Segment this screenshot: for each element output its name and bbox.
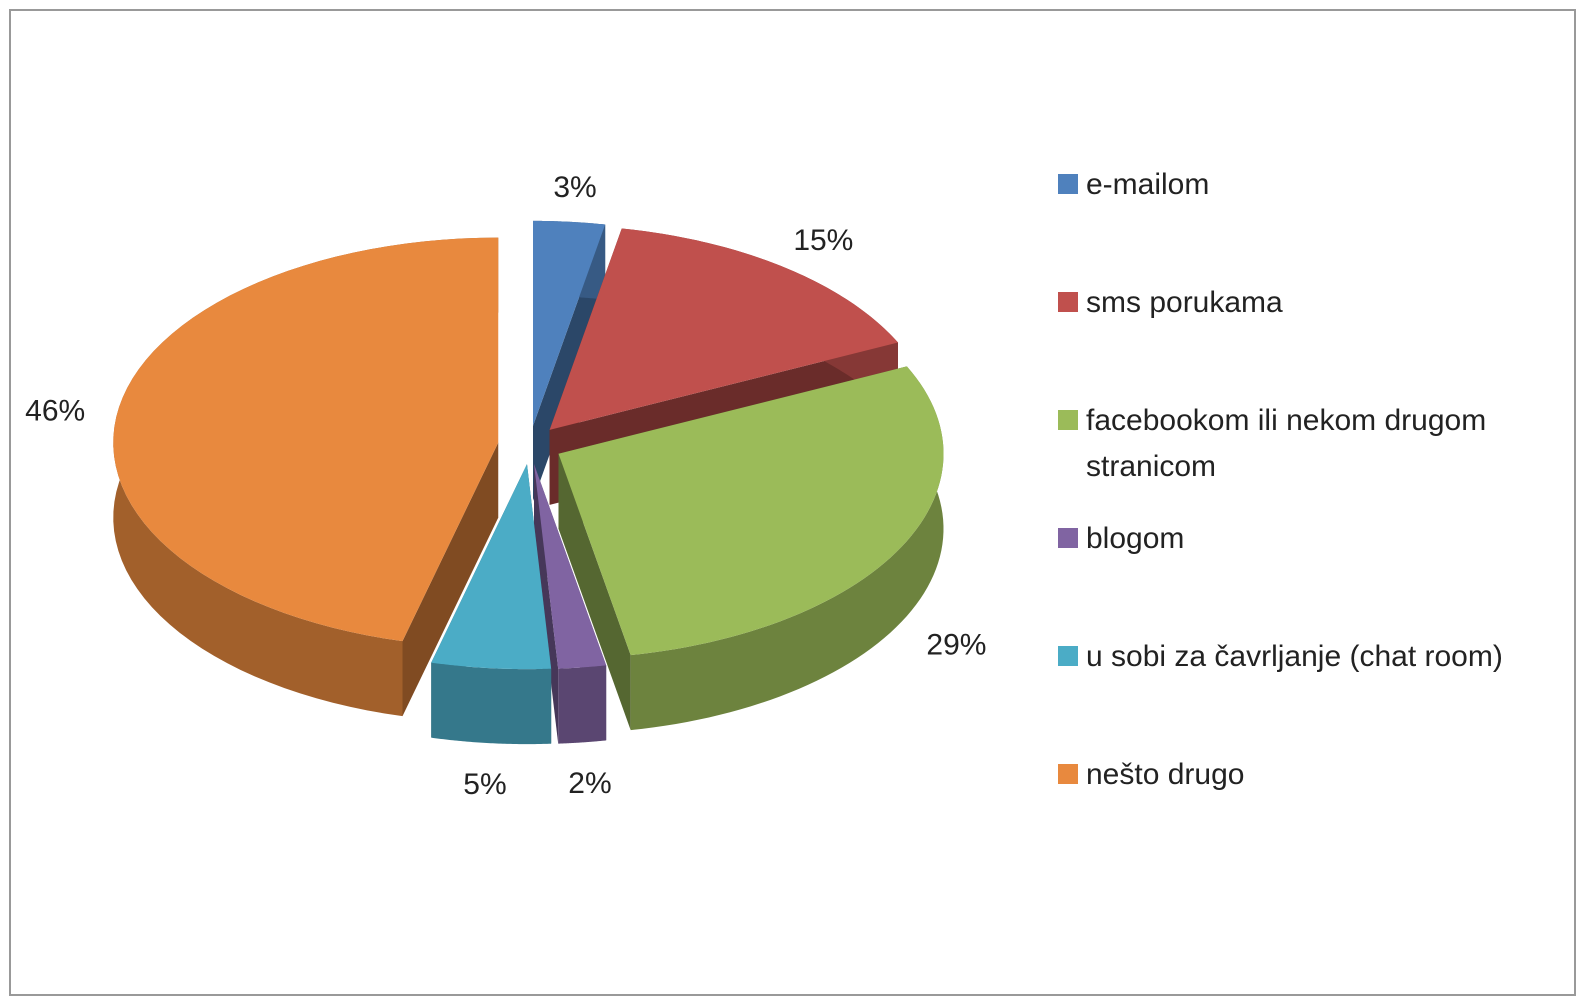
legend-item: blogom — [1058, 519, 1558, 637]
data-label: 15% — [793, 224, 853, 257]
legend-swatch — [1058, 528, 1078, 548]
legend-swatch — [1058, 646, 1078, 666]
legend-label: facebookom ili nekom drugom stranicom — [1086, 404, 1487, 483]
slice — [113, 237, 499, 642]
legend-item: nešto drugo — [1058, 755, 1558, 873]
data-label: 46% — [25, 395, 85, 428]
legend-item: sms porukama — [1058, 283, 1558, 401]
legend-label: sms porukama — [1086, 286, 1283, 319]
slice-tops — [113, 220, 944, 670]
legend-swatch — [1058, 292, 1078, 312]
slice-side — [630, 366, 944, 731]
legend-swatch — [1058, 174, 1078, 194]
legend-swatch — [1058, 410, 1078, 430]
slice — [558, 366, 944, 656]
legend-label: nešto drugo — [1086, 758, 1245, 791]
slice — [534, 464, 607, 669]
slice-side — [431, 662, 552, 745]
slice — [533, 220, 606, 426]
legend-swatch — [1058, 764, 1078, 784]
legend-item: facebookom ili nekom drugom stranicom — [1058, 401, 1558, 519]
legend-label: u sobi za čavrljanje (chat room) — [1086, 640, 1503, 673]
slice-wall — [558, 453, 631, 731]
legend-label: blogom — [1086, 522, 1185, 555]
slice-side — [558, 665, 607, 744]
slice — [549, 228, 898, 430]
data-label: 5% — [463, 768, 506, 801]
data-label: 3% — [553, 171, 596, 204]
legend-label: e-mailom — [1086, 168, 1210, 201]
data-label: 29% — [926, 629, 986, 662]
data-label: 2% — [568, 767, 611, 800]
slice-wall — [402, 442, 499, 717]
legend-item: e-mailom — [1058, 165, 1558, 283]
slice-wall — [534, 464, 559, 744]
slice — [431, 464, 552, 670]
legend: e-mailom sms porukama facebookom ili nekom… — [1058, 165, 1558, 873]
legend-item: u sobi za čavrljanje (chat room) — [1058, 637, 1558, 755]
